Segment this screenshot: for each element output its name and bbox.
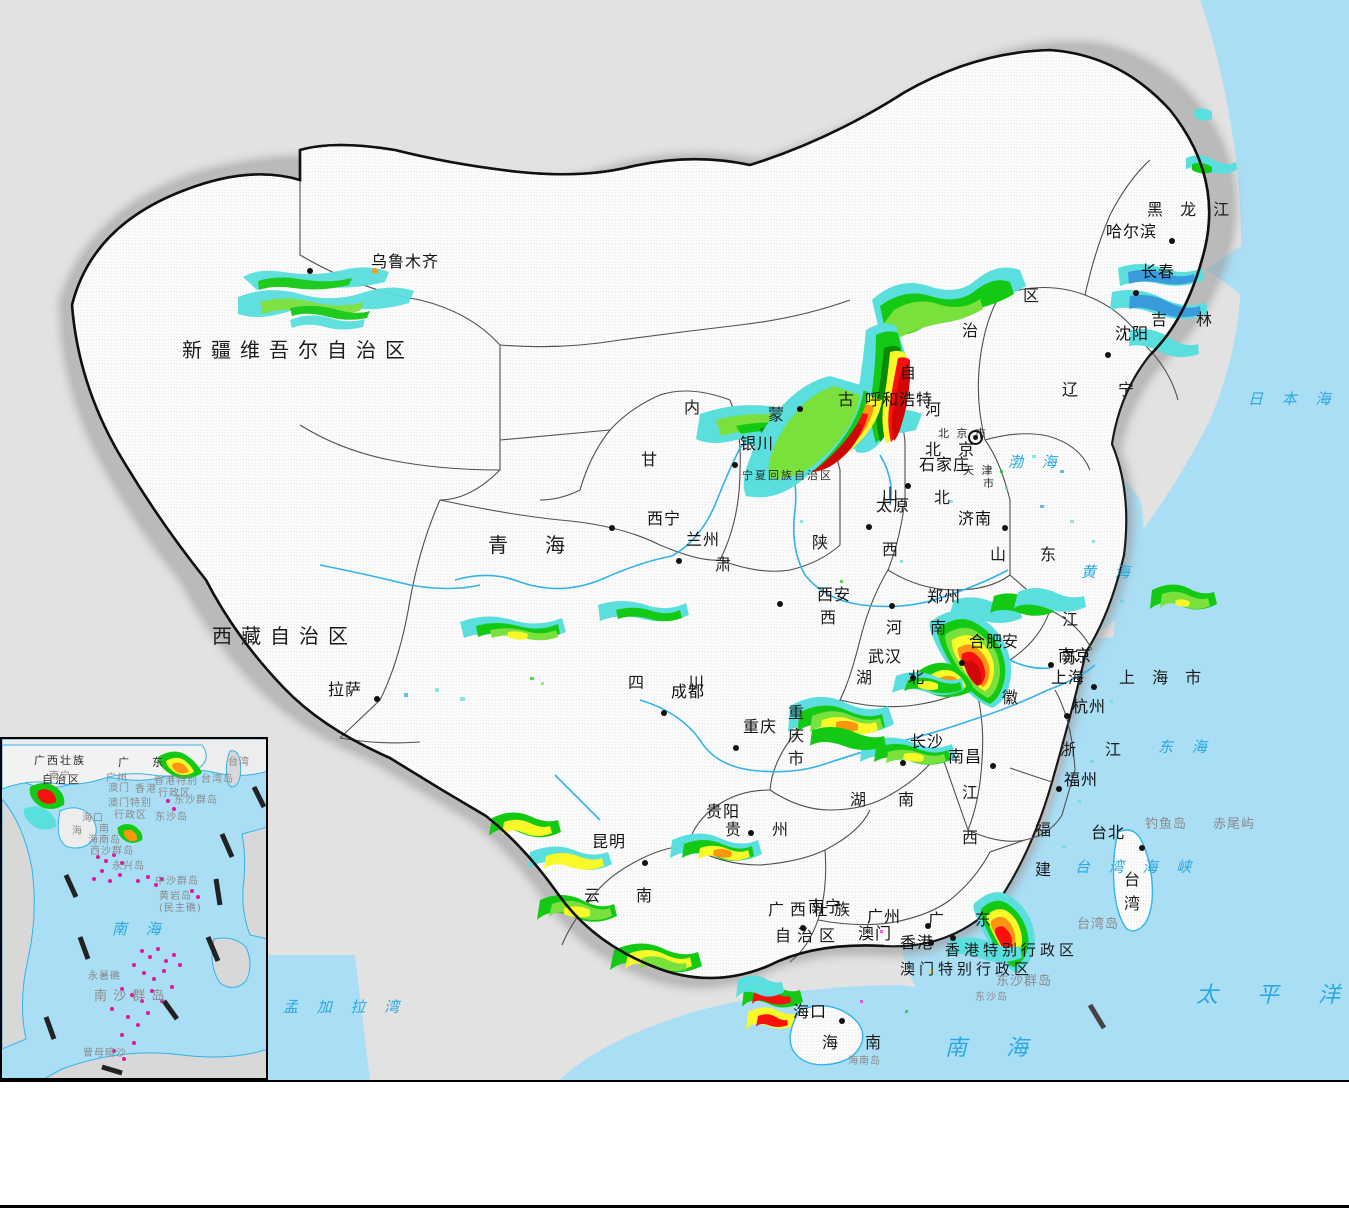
city-marker bbox=[910, 675, 916, 681]
city-marker bbox=[889, 603, 895, 609]
city-marker bbox=[777, 601, 783, 607]
city-marker bbox=[990, 763, 996, 769]
city-marker bbox=[732, 462, 738, 468]
city-marker bbox=[1002, 525, 1008, 531]
city-marker bbox=[928, 940, 934, 946]
city-marker bbox=[609, 525, 615, 531]
city-marker bbox=[797, 406, 803, 412]
province-boundaries bbox=[299, 159, 1179, 963]
city-marker bbox=[307, 268, 313, 274]
beijing-capital-marker bbox=[968, 430, 983, 445]
city-marker bbox=[748, 830, 754, 836]
city-marker bbox=[1105, 352, 1111, 358]
city-marker bbox=[1056, 786, 1062, 792]
city-marker bbox=[661, 710, 667, 716]
china-radar-map[interactable]: 新疆维吾尔自治区 西藏自治区青海甘肃内蒙古自治区黑 龙 江吉林辽宁河北山西山东陕西… bbox=[0, 0, 1349, 1080]
city-marker bbox=[800, 925, 806, 931]
city-marker bbox=[1048, 662, 1054, 668]
city-marker bbox=[905, 483, 911, 489]
national-boundary bbox=[70, 48, 1211, 980]
city-marker bbox=[1139, 845, 1145, 851]
city-marker bbox=[866, 524, 872, 530]
city-marker bbox=[839, 1018, 845, 1024]
city-marker bbox=[733, 745, 739, 751]
city-marker bbox=[900, 760, 906, 766]
city-marker bbox=[925, 923, 931, 929]
city-marker bbox=[374, 696, 380, 702]
city-marker bbox=[950, 935, 956, 941]
south-china-sea-inset[interactable]: 广西壮族 自治区广东南宁 广州 澳门 香港 香港特别 行政区 澳门特别 行政区 东沙群岛 东沙岛 台湾… bbox=[0, 737, 268, 1080]
city-marker bbox=[1169, 238, 1175, 244]
city-marker bbox=[959, 660, 965, 666]
legend-panel: 全国雷达拼图 [2025-09-15 09:00:00] [ 组合反射率 ] d… bbox=[0, 1080, 1349, 1208]
city-marker bbox=[1064, 713, 1070, 719]
radar-echo-layer bbox=[238, 108, 1237, 1030]
city-marker bbox=[642, 860, 648, 866]
taiwan-island bbox=[1112, 829, 1154, 932]
nine-dash-line bbox=[1087, 1003, 1107, 1030]
city-marker bbox=[1133, 290, 1139, 296]
inset-graphics bbox=[2, 739, 266, 1078]
city-marker bbox=[676, 558, 682, 564]
city-marker bbox=[1091, 684, 1097, 690]
